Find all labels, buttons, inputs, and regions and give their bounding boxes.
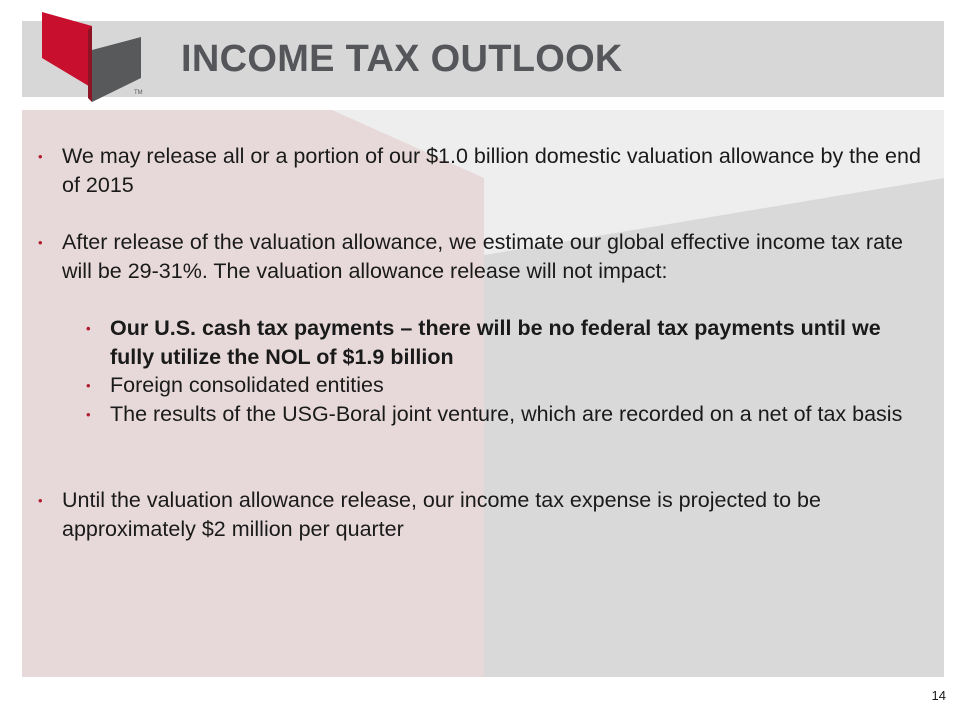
logo-dark-facet [88, 26, 92, 102]
bullet-glyph: • [38, 149, 43, 164]
bullet-glyph: • [86, 321, 91, 336]
bullet-list: • We may release all or a portion of our… [22, 110, 944, 677]
logo-trademark: TM [134, 90, 143, 96]
bullet-item: • After release of the valuation allowan… [38, 228, 932, 286]
bg-pink-shape [22, 110, 484, 677]
bullet-glyph: • [86, 378, 91, 393]
logo-gray-facet [92, 37, 141, 102]
bullet-text: We may release all or a portion of our $… [62, 144, 921, 197]
bullet-glyph: • [38, 493, 43, 508]
sub-bullet-item: • The results of the USG-Boral joint ven… [86, 400, 930, 429]
bullet-text: The results of the USG-Boral joint ventu… [110, 402, 903, 426]
bullet-glyph: • [38, 235, 43, 250]
bullet-text: After release of the valuation allowance… [62, 230, 903, 283]
bullet-text: Our U.S. cash tax payments – there will … [110, 316, 881, 369]
bullet-item: • Until the valuation allowance release,… [38, 486, 932, 544]
background-shapes [22, 110, 944, 677]
bullet-item: • We may release all or a portion of our… [38, 142, 932, 200]
sub-bullet-item: • Foreign consolidated entities [86, 371, 930, 400]
logo-red-facet [42, 12, 92, 88]
header-band [22, 21, 944, 97]
bullet-text: Until the valuation allowance release, o… [62, 488, 821, 541]
bullet-glyph: • [86, 407, 91, 422]
page-number: 14 [931, 688, 946, 703]
bullet-text: Foreign consolidated entities [110, 373, 384, 397]
sub-bullet-item: • Our U.S. cash tax payments – there wil… [86, 314, 930, 372]
content-panel: • We may release all or a portion of our… [22, 110, 944, 677]
bg-gray-shape [484, 178, 944, 677]
company-logo: TM [42, 12, 143, 102]
slide-title: INCOME TAX OUTLOOK [181, 38, 623, 80]
